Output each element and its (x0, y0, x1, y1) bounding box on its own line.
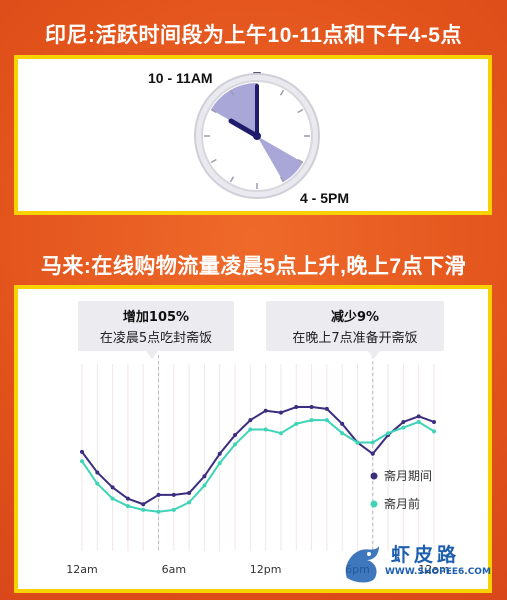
series-1-point-8 (202, 483, 207, 488)
clock-graphic: 10 - 11AM 4 - 5PM (148, 70, 349, 206)
clock-tick-10 (210, 108, 217, 114)
series-line-1 (81, 419, 435, 513)
series-0-point-6 (171, 492, 176, 497)
series-1-point-2 (110, 496, 115, 501)
legend-dot-before (370, 500, 378, 508)
callout-decrease-pointer (368, 351, 380, 359)
series-1-point-17 (340, 431, 345, 436)
chart-series (80, 405, 436, 514)
clock-tick-4 (297, 158, 304, 164)
series-0-point-13 (278, 410, 283, 415)
clock-wedge-pm (257, 136, 303, 182)
series-0-point-11 (248, 418, 253, 423)
malaysia-section-title: 马来:在线购物流量凌晨5点上升,晚上7点下滑 (40, 255, 467, 278)
series-1-point-1 (95, 481, 100, 486)
chart-legend: 斋月期间 斋月前 (370, 468, 432, 511)
series-0-point-0 (80, 449, 84, 454)
x-tick-label-4: 12am (418, 563, 449, 576)
clock-wedge-am (211, 83, 257, 136)
series-1-point-5 (156, 509, 161, 514)
x-tick-label-1: 6am (162, 563, 186, 576)
x-tick-label-2: 12pm (250, 563, 282, 576)
malaysia-chart-panel: 12am6am12pm6pm12am 增加105% 在凌晨5点吃封斋饭 减少9%… (14, 285, 492, 593)
callout-increase-title: 增加105% (123, 309, 189, 325)
series-1-point-14 (294, 421, 299, 426)
x-tick-label-0: 12am (66, 563, 97, 576)
series-0-point-15 (309, 405, 314, 410)
series-1-point-10 (233, 442, 238, 447)
series-1-point-20 (386, 431, 391, 436)
chart-gridlines (81, 364, 435, 551)
series-0-point-21 (401, 419, 406, 424)
series-0-point-1 (95, 470, 100, 475)
legend-dot-during (370, 472, 378, 480)
series-0-point-22 (416, 414, 421, 419)
series-1-point-11 (248, 427, 253, 432)
series-0-point-14 (294, 405, 299, 410)
series-0-point-19 (370, 451, 375, 456)
clock-tick-8 (210, 158, 217, 164)
label-pm: 4 - 5PM (300, 190, 349, 206)
series-1-point-19 (370, 440, 375, 445)
series-1-point-7 (187, 500, 192, 505)
series-0-point-23 (432, 419, 436, 424)
series-1-point-13 (278, 431, 283, 436)
series-1-point-15 (309, 418, 314, 423)
indonesia-section-title: 印尼:活跃时间段为上午10-11点和下午4-5点 (45, 24, 462, 47)
series-1-point-0 (80, 459, 84, 464)
series-0-point-7 (187, 491, 192, 496)
series-0-point-4 (141, 502, 146, 507)
series-1-point-3 (125, 504, 130, 509)
callout-decrease: 减少9% 在晚上7点准备开斋饭 (266, 301, 444, 359)
series-0-point-9 (217, 451, 222, 456)
callout-increase-box (78, 301, 234, 351)
series-0-point-16 (324, 406, 329, 411)
label-am: 10 - 11AM (148, 70, 213, 86)
series-1-point-22 (416, 419, 421, 424)
series-0-point-5 (156, 492, 161, 497)
series-0-point-17 (340, 421, 345, 426)
clock-tick-2 (297, 108, 304, 114)
indonesia-clock-panel: 10 - 11AM 4 - 5PM (14, 55, 492, 215)
series-1-point-6 (171, 507, 176, 512)
callout-decrease-title: 减少9% (331, 309, 379, 325)
series-0-point-12 (263, 408, 268, 413)
callout-increase: 增加105% 在凌晨5点吃封斋饭 (78, 301, 234, 359)
series-1-point-18 (355, 440, 360, 445)
clock-tick-7 (229, 176, 235, 183)
series-0-point-10 (233, 433, 238, 438)
callout-decrease-text: 在晚上7点准备开斋饭 (292, 330, 417, 346)
watermark-url: WWW.SHOPEE6.COM (385, 567, 491, 577)
legend-label-before: 斋月前 (384, 496, 420, 511)
clock-hour-hand (228, 118, 260, 139)
legend-label-during: 斋月期间 (384, 468, 432, 483)
clock-tick-1 (279, 89, 285, 96)
series-line-0 (81, 406, 435, 506)
series-0-point-8 (202, 474, 207, 479)
callout-decrease-box (266, 301, 444, 351)
dragon-logo-icon (345, 546, 379, 583)
watermark-title: 虾皮路 (391, 544, 461, 566)
series-0-point-3 (125, 496, 130, 501)
series-1-point-23 (432, 429, 436, 434)
series-1-point-21 (401, 425, 406, 430)
watermark: 虾皮路 WWW.SHOPEE6.COM (339, 540, 491, 586)
series-1-point-16 (324, 418, 329, 423)
clock-tick-11 (229, 89, 235, 96)
clock-center (253, 132, 261, 140)
traffic-line-chart: 12am6am12pm6pm12am 增加105% 在凌晨5点吃封斋饭 减少9%… (66, 301, 450, 576)
clock-tick-5 (279, 176, 285, 183)
series-1-point-4 (141, 507, 146, 512)
series-0-point-2 (110, 485, 115, 490)
series-1-point-9 (217, 461, 222, 466)
callout-increase-text: 在凌晨5点吃封斋饭 (100, 330, 212, 346)
callout-increase-pointer (146, 351, 158, 359)
series-1-point-12 (263, 427, 268, 432)
